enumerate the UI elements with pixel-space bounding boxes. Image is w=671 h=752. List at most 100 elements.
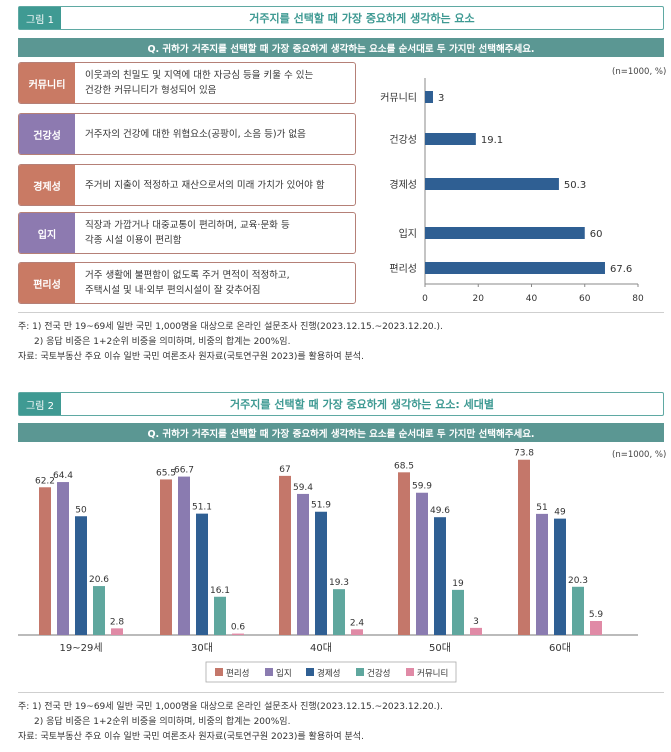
category-label: 50대 [429,642,451,654]
bar [518,459,530,635]
figure1-bar-chart: 0 20 40 60 80 커뮤니티 3 건강성 19.1 경제성 50.3 입지 60 편리성 67.6 [380,78,644,304]
x-tick-label: 20 [473,294,485,304]
figure1-divider [18,312,664,313]
data-label: 0.6 [231,623,246,633]
data-label: 60 [590,229,603,240]
data-label: 49.6 [430,506,450,516]
legend-label: 편리성 [226,668,249,679]
bar [398,472,410,635]
figure1-tag: 그림 1 [19,7,61,29]
figure2-tag: 그림 2 [19,393,61,415]
bar [425,227,585,239]
category-label: 입지 [399,227,417,240]
bar [425,133,476,145]
data-label: 19.1 [481,135,503,146]
factor-description-line: 건강한 커뮤니티가 형성되어 있음 [85,85,217,96]
figure1-note-2: 2) 응답 비중은 1+2순위 비중을 의미하며, 비중의 합계는 200%임. [34,337,291,347]
data-label: 66.7 [174,466,194,476]
factor-label: 건강성 [19,114,75,154]
figure2-unit: (n=1000, %) [612,450,667,460]
bar [554,518,566,635]
factor-row: 편리성 거주 생활에 불편함이 없도록 주거 면적이 적정하고, 주택시설 및 내·… [18,262,356,304]
data-label: 50 [75,505,87,515]
data-label: 67.6 [610,264,632,275]
bar [315,511,327,635]
bar [351,629,363,635]
bar [425,178,559,190]
data-label: 67 [279,465,290,475]
bar [196,513,208,635]
figure2-grouped-bar-chart: 62.264.4 50 20.6 2.8 19~29세 65.566.7 51.1 16.1 0… [18,449,638,683]
figure1-question: Q. 귀하가 거주지를 선택할 때 가장 중요하게 생각하는 요소를 순서대로 … [18,38,664,57]
factor-row: 입지 직장과 가깝거나 대중교통이 편리하며, 교육·문화 등 각종 시설 이용이 … [18,212,356,254]
data-label: 19.3 [329,578,349,588]
bar [572,586,584,635]
legend: 편리성 입지 경제성 건강성 커뮤니티 [205,661,457,683]
bar [434,517,446,635]
legend-label: 건강성 [367,668,390,679]
bar [39,487,51,635]
bar [279,475,291,635]
legend-swatch [215,668,223,676]
bar [57,482,69,635]
figure2-source: 자료: 국토부동산 주요 이슈 일반 국민 여론조사 원자료(국토연구원 202… [18,732,364,742]
data-label: 68.5 [394,461,414,471]
bar [214,596,226,635]
bar [536,513,548,635]
factor-description-line: 직장과 가깝거나 대중교통이 편리하며, 교육·문화 등 [85,220,290,231]
bar [160,479,172,635]
data-label: 64.4 [53,471,73,481]
factor-row: 커뮤니티 이웃과의 친밀도 및 지역에 대한 자긍심 등을 키울 수 있는 건강한 … [18,62,356,104]
bar [416,492,428,635]
bar [333,589,345,635]
data-label: 20.3 [568,576,588,586]
legend-swatch [265,668,273,676]
bar [452,589,464,635]
category-label: 건강성 [389,134,417,146]
data-label: 2.4 [350,618,365,628]
category-label: 경제성 [389,178,417,191]
bar [590,620,602,635]
figure1-title: 거주지를 선택할 때 가장 중요하게 생각하는 요소 [249,12,475,25]
data-label: 51 [536,503,547,513]
factor-description: 거주 생활에 불편함이 없도록 주거 면적이 적정하고, 주택시설 및 내·외부 … [75,268,355,298]
x-tick-label: 80 [632,294,644,304]
bar [297,493,309,635]
factor-description-line: 주거비 지출이 적정하고 재산으로서의 미래 가치가 있어야 함 [85,179,325,191]
data-label: 65.5 [156,468,176,478]
factor-row: 경제성 주거비 지출이 적정하고 재산으로서의 미래 가치가 있어야 함 [18,164,356,206]
legend-swatch [306,668,314,676]
factor-description: 거주자의 건강에 대한 위협요소(공팡이, 소음 등)가 없음 [75,127,355,142]
category-label: 편리성 [389,263,417,275]
data-label: 59.9 [412,482,432,492]
figure1-unit: (n=1000, %) [612,67,667,77]
bar [232,633,244,635]
figure1-note-1: 주: 1) 전국 만 19~69세 일반 국민 1,000명을 대상으로 온라인… [18,322,443,332]
category-label: 커뮤니티 [380,92,417,104]
factor-description: 직장과 가깝거나 대중교통이 편리하며, 교육·문화 등 각종 시설 이용이 편리… [75,218,355,248]
legend-label: 입지 [276,669,292,679]
bar [178,476,190,635]
data-label: 62.2 [35,476,55,486]
factor-label: 편리성 [19,263,75,303]
legend-label: 경제성 [317,668,340,679]
data-label: 59.4 [293,483,313,493]
factor-description-line: 이웃과의 친밀도 및 지역에 대한 자긍심 등을 키울 수 있는 [85,70,314,81]
data-label: 3 [438,93,444,104]
x-tick-label: 0 [422,294,428,304]
factor-label: 커뮤니티 [19,63,75,103]
figure2-question: Q. 귀하가 거주지를 선택할 때 가장 중요하게 생각하는 요소를 순서대로 … [18,423,664,442]
bar [111,628,123,635]
data-label: 5.9 [589,610,604,620]
data-label: 73.8 [514,449,534,459]
figure2-note-1: 주: 1) 전국 만 19~69세 일반 국민 1,000명을 대상으로 온라인… [18,702,443,712]
factor-description: 주거비 지출이 적정하고 재산으로서의 미래 가치가 있어야 함 [75,178,355,193]
factor-row: 건강성 거주자의 건강에 대한 위협요소(공팡이, 소음 등)가 없음 [18,113,356,155]
factor-label: 경제성 [19,165,75,205]
factor-description-line: 거주 생활에 불편함이 없도록 주거 면적이 적정하고, [85,270,290,281]
category-label: 30대 [191,642,213,654]
legend-label: 커뮤니티 [417,668,448,679]
factor-description-line: 주택시설 및 내·외부 편의시설이 잘 갖추어짐 [85,285,261,296]
data-label: 51.1 [192,503,212,513]
